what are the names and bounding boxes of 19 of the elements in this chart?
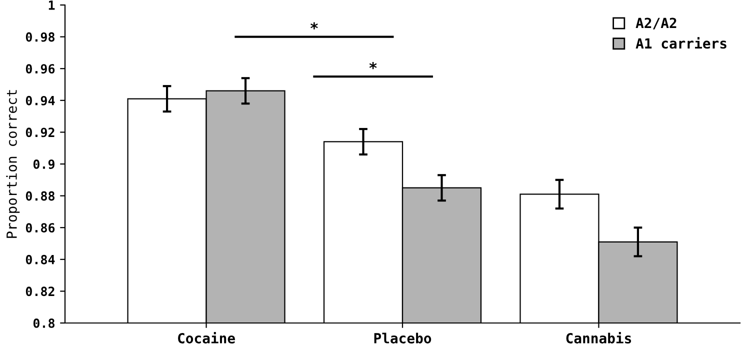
y-tick-label: 0.94 [26,96,55,106]
y-tick-label: 0.96 [26,64,55,74]
legend-label: A1 carriers [636,37,726,49]
x-tick-label: Cannabis [566,332,632,344]
legend-label: A2/A2 [636,18,676,30]
y-tick-label: 1 [48,0,55,10]
x-tick-label: Cocaine [178,332,235,344]
x-tick-label: Placebo [374,332,432,344]
y-tick-label: 0.8 [33,318,54,328]
y-tick-label: 0.82 [26,286,54,296]
y-axis-title: Proportion correct [6,90,20,238]
y-tick-label: 0.92 [26,128,54,138]
annotation: * [310,22,318,30]
y-tick-label: 0.88 [26,191,54,201]
annotation: * [369,62,377,70]
y-tick-label: 0.84 [26,254,55,264]
y-tick-label: 0.9 [33,159,54,169]
y-tick-label: 0.98 [26,32,54,42]
y-tick-label: 0.86 [26,223,55,233]
